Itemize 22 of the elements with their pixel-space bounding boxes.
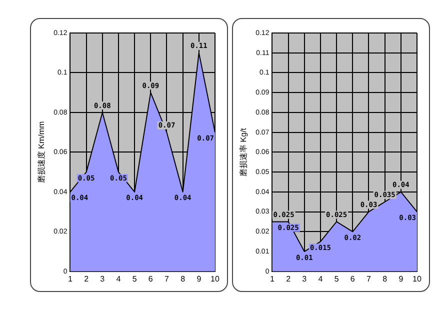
x-tick-label: 6	[350, 274, 356, 284]
x-tick-label: 2	[84, 274, 90, 284]
x-tick-label: 2	[286, 274, 292, 284]
x-tick-label: 9	[196, 274, 202, 284]
x-tick-label: 10	[412, 274, 422, 284]
x-tick-label: 5	[132, 274, 138, 284]
x-tick-label: 8	[382, 274, 388, 284]
x-tick-label: 9	[398, 274, 404, 284]
x-tick-label: 7	[366, 274, 372, 284]
x-tick-label: 1	[68, 274, 73, 284]
x-tick-label: 4	[318, 274, 324, 284]
y-axis-title: 磨损速率 Kg/t	[239, 127, 248, 176]
x-tick-label: 5	[334, 274, 340, 284]
x-tick-label: 8	[180, 274, 186, 284]
x-tick-label: 3	[100, 274, 106, 284]
x-tick-label: 10	[210, 274, 220, 284]
x-tick-label: 6	[148, 274, 154, 284]
x-tick-label: 4	[116, 274, 122, 284]
x-tick-label: 1	[270, 274, 275, 284]
y-axis-title: 磨损速度 Km/mm	[37, 120, 46, 184]
x-tick-label: 7	[164, 274, 170, 284]
x-tick-label: 3	[302, 274, 308, 284]
